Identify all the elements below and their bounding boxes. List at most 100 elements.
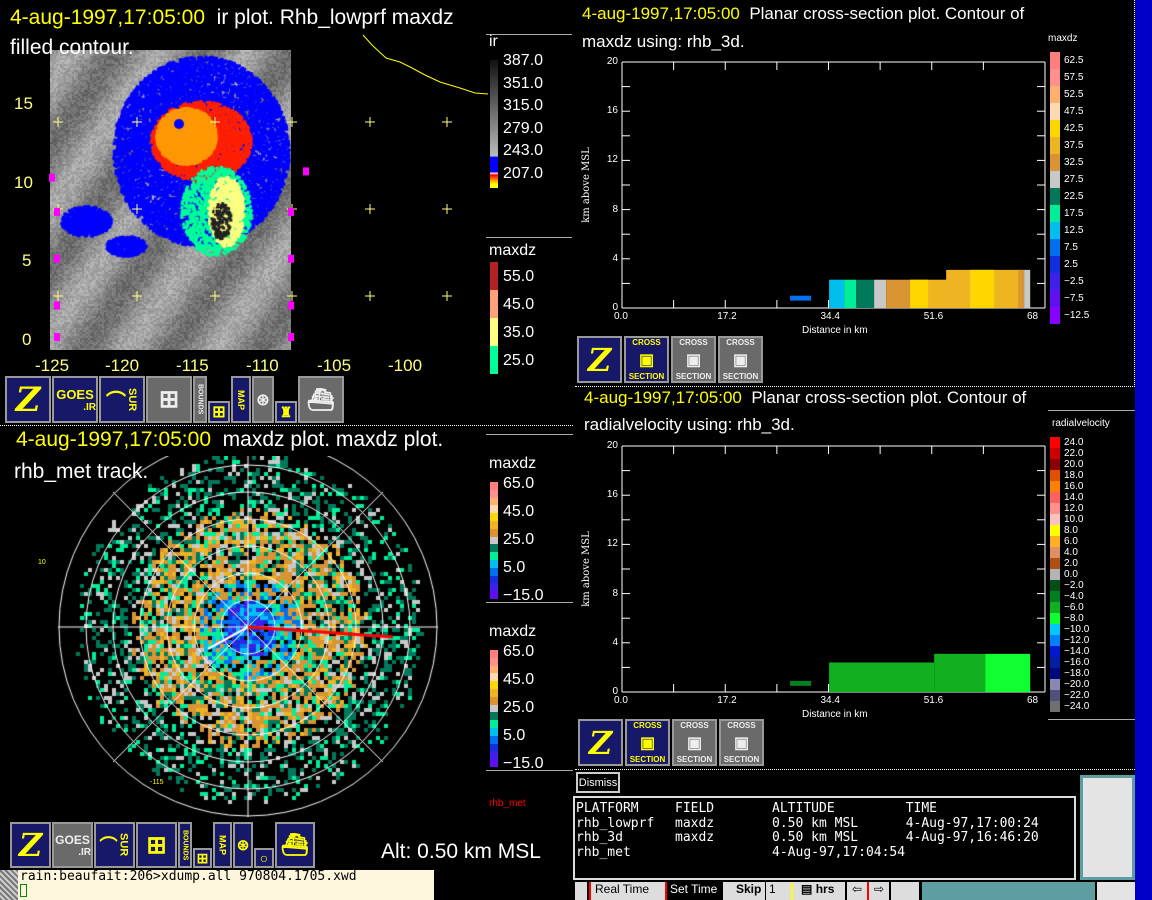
circle-button[interactable]: ○ (254, 848, 274, 868)
x-tick-label: 68 (1027, 695, 1039, 706)
y-tick: 5 (22, 251, 32, 270)
grid-cross (365, 204, 375, 214)
legend-swatch (490, 583, 498, 592)
legend-value: 22.0 (1064, 448, 1084, 459)
cross-section-button-active[interactable]: CROSS ▣ SECTION (624, 336, 669, 383)
table-cell: maxdz (675, 830, 715, 845)
table-cell: 4-Aug-97,17:00:24 (905, 815, 1039, 831)
rings-button[interactable]: ⊛ (233, 822, 253, 868)
zoom-z-button[interactable]: Z (577, 336, 622, 383)
legend-swatch (1050, 569, 1060, 580)
terminal-window[interactable]: rain:beaufait:206>xdump.all 970804.1705.… (18, 870, 434, 900)
legend-swatch (490, 505, 498, 514)
legend-value: 27.5 (1064, 173, 1084, 185)
step-forward-button[interactable]: ⇨ (867, 882, 889, 900)
maxdz-legend-label: maxdz (489, 623, 537, 640)
ir-toolbar: Z GOES .IR ⌒ SUR ⊞ BOUNDS ⊞ MAP ⊛ ♜ ⛴ (0, 375, 573, 425)
spacer (1095, 882, 1135, 900)
lon-label: -115 (150, 779, 164, 786)
z-icon: Z (18, 826, 43, 864)
grid-plot-button[interactable]: ⊞ (146, 376, 192, 423)
legend-swatch (1050, 558, 1060, 569)
bounds-button[interactable]: BOUNDS (193, 376, 207, 423)
x-tick-label: 0.0 (614, 695, 628, 706)
contour-region (1024, 269, 1031, 308)
legend-swatch (490, 696, 498, 705)
zoom-z-button[interactable]: Z (10, 822, 51, 868)
legend-value: 45.0 (503, 671, 535, 688)
buoy-icon (288, 254, 294, 263)
zoom-z-button[interactable]: Z (5, 376, 51, 423)
legend-value: 279.0 (503, 119, 544, 137)
z-icon: Z (15, 379, 41, 420)
set-time-button[interactable]: Set Time (665, 882, 721, 900)
legend-swatch (490, 650, 498, 658)
x-tick-label: 68 (1027, 311, 1039, 322)
goes-ir-button[interactable]: GOES .IR (52, 376, 98, 423)
legend-swatch (1050, 503, 1060, 514)
bounds-button[interactable]: BOUNDS (178, 822, 192, 868)
buoy-icon (49, 173, 55, 182)
dismiss-button[interactable]: Dismiss (576, 772, 620, 793)
x-tick-label: 51.6 (923, 695, 944, 706)
bounds-label: BOUNDS (196, 384, 204, 415)
grid-small-button[interactable]: ⊞ (208, 401, 230, 423)
table-cell: rhb_lowprf (576, 815, 655, 831)
section-label: SECTION (676, 755, 713, 764)
map-button[interactable]: MAP (231, 376, 251, 423)
rings-button[interactable]: ⊛ (252, 376, 274, 423)
cross-section-button[interactable]: CROSS ▣ SECTION (672, 719, 717, 766)
legend-swatch (1050, 525, 1060, 536)
units-menu[interactable]: ▤ hrs (801, 882, 845, 900)
contour-region (1018, 269, 1025, 308)
desktop-background (1135, 0, 1152, 900)
zoom-z-button[interactable]: Z (578, 719, 623, 766)
legend-value: 65.0 (503, 475, 535, 492)
grid-small-button[interactable]: ⊞ (193, 848, 212, 868)
legend-swatch (1050, 52, 1060, 69)
grid-icon: ⊞ (146, 831, 167, 859)
buoy-button[interactable]: ♜ (275, 401, 297, 423)
xsec-toolbar: Z CROSS ▣ SECTION CROSS ▣ SECTION CROSS ▣ SECT… (575, 335, 775, 385)
real-time-button[interactable]: Real Time (589, 882, 665, 900)
surveillance-button[interactable]: ⌒ SUR (99, 376, 145, 423)
cross-section-button[interactable]: CROSS ▣ SECTION (718, 336, 763, 383)
x-tick-label: 17.2 (717, 311, 737, 322)
cross-section-button-active[interactable]: CROSS ▣ SECTION (625, 719, 670, 766)
y-tick-label: 12 (606, 154, 618, 166)
legend-value: −24.0 (1064, 701, 1090, 712)
y-tick-label: 20 (606, 56, 618, 67)
surveillance-button[interactable]: ⌒ SUR (94, 822, 135, 868)
legend-swatch (1050, 448, 1060, 459)
ir-satellite-image[interactable] (50, 50, 291, 350)
legend-value: 25.0 (503, 699, 535, 716)
xsec-title-line2: radialvelocity using: rhb_3d. (584, 415, 795, 434)
skip-value-input[interactable]: 1 (765, 882, 793, 900)
legend-swatch (490, 575, 498, 584)
cross-section-button[interactable]: CROSS ▣ SECTION (671, 336, 716, 383)
time-slider[interactable] (919, 882, 1095, 900)
goes-icon: GOES (56, 386, 94, 402)
terminal-scrollbar[interactable] (0, 870, 18, 900)
cross-section-button[interactable]: CROSS ▣ SECTION (719, 719, 764, 766)
radar-reflectivity-image[interactable] (8, 456, 488, 856)
spacer (889, 882, 919, 900)
map-button[interactable]: MAP (213, 822, 232, 868)
legend-value: 8.0 (1064, 525, 1078, 536)
legend-swatch (490, 521, 498, 529)
buoy-icon: ♜ (279, 403, 293, 420)
ship-button[interactable]: ⛴ (298, 376, 344, 423)
grid-plot-button[interactable]: ⊞ (136, 822, 177, 868)
legend-swatch (490, 544, 498, 553)
ir-plot-panel: 4-aug-1997,17:05:00 ir plot. Rhb_lowprf … (0, 0, 573, 375)
legend-swatch (1050, 635, 1060, 646)
legend-value: −2.0 (1064, 580, 1084, 591)
cube-icon: ▣ (686, 734, 703, 752)
legend-swatch (1050, 69, 1060, 86)
legend-value: 52.5 (1064, 88, 1084, 100)
y-tick-label: 0 (612, 302, 618, 313)
step-back-button[interactable]: ⇦ (845, 882, 867, 900)
ship-button[interactable]: ⛴ (275, 822, 315, 868)
goes-ir-button[interactable]: GOES .IR (52, 822, 93, 868)
legend-value: 2.5 (1064, 258, 1078, 270)
